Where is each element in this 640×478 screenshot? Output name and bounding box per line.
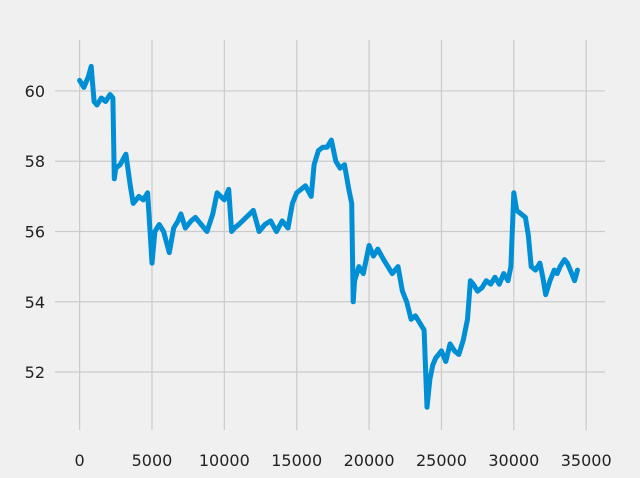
x-tick-label: 10000 — [199, 451, 250, 470]
y-tick-label: 58 — [25, 152, 45, 171]
x-tick-label: 15000 — [271, 451, 322, 470]
grid-lines — [55, 40, 605, 430]
x-tick-label: 5000 — [132, 451, 173, 470]
y-tick-label: 56 — [25, 222, 45, 241]
y-tick-label: 52 — [25, 363, 45, 382]
y-axis-tick-labels: 52 54 56 58 60 — [25, 82, 45, 382]
series-layer — [77, 63, 580, 410]
x-axis-tick-labels: 0 5000 10000 15000 20000 25000 30000 35000 — [75, 451, 612, 470]
series-line — [77, 63, 580, 410]
x-tick-label: 20000 — [344, 451, 395, 470]
x-tick-label: 30000 — [488, 451, 539, 470]
y-tick-label: 54 — [25, 293, 45, 312]
y-tick-label: 60 — [25, 82, 45, 101]
x-tick-label: 0 — [75, 451, 85, 470]
x-tick-label: 35000 — [561, 451, 612, 470]
x-tick-label: 25000 — [416, 451, 467, 470]
